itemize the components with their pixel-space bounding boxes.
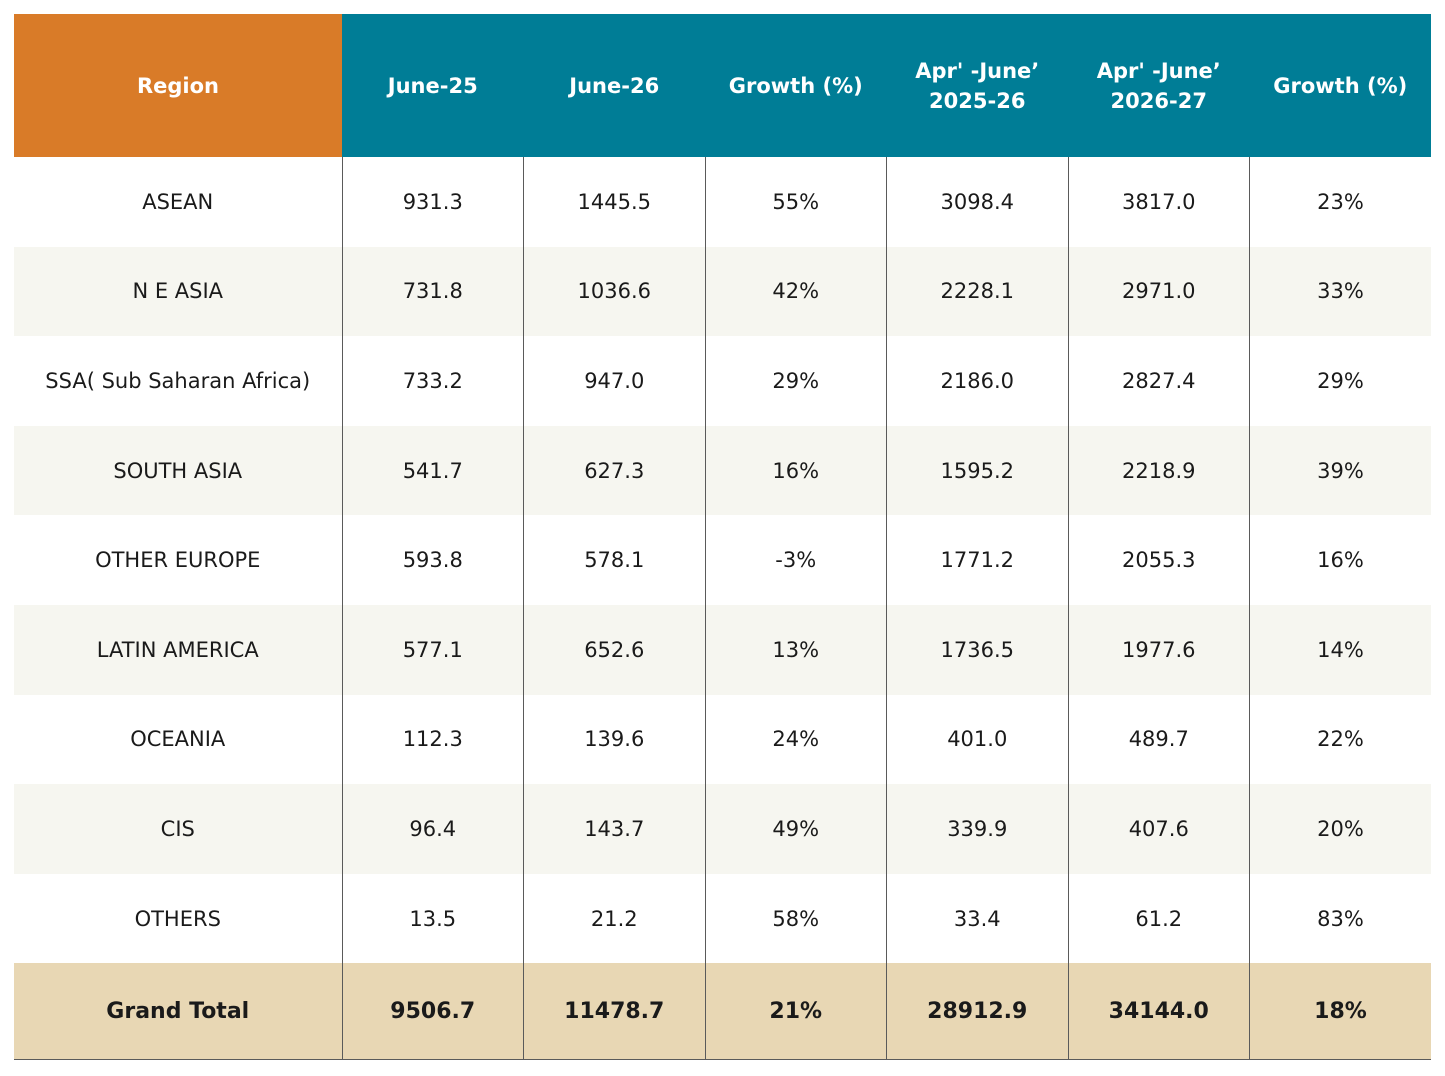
region-name-cell: OTHERS: [14, 873, 343, 964]
table-cell: 3098.4: [886, 157, 1069, 247]
region-name-cell: LATIN AMERICA: [14, 604, 343, 695]
table-cell: 401.0: [886, 694, 1069, 785]
table-cell: 49%: [704, 784, 887, 874]
table-cell: 96.4: [341, 784, 524, 874]
total-cell: 28912.9: [886, 963, 1069, 1060]
header-region: Region: [14, 14, 342, 157]
table-cell: 13.5: [341, 873, 524, 964]
table-cell: 2228.1: [886, 246, 1069, 337]
table-cell: 489.7: [1067, 694, 1250, 785]
region-name-cell: N E ASIA: [14, 246, 343, 337]
table-cell: 16%: [1249, 515, 1431, 605]
total-cell: 34144.0: [1067, 963, 1250, 1060]
table-cell: 143.7: [523, 784, 706, 874]
table-cell: 2971.0: [1067, 246, 1250, 337]
region-name-cell: ASEAN: [14, 157, 343, 247]
table-cell: 947.0: [523, 336, 706, 426]
header-apr-june-2026-27: Apr' -June’ 2026-27: [1068, 14, 1250, 157]
header-june-26: June-26: [523, 14, 705, 157]
table-cell: 23%: [1249, 157, 1431, 247]
table-cell: 2827.4: [1067, 336, 1250, 426]
header-apr-june-2025-26: Apr' -June’ 2025-26: [886, 14, 1068, 157]
table-cell: 593.8: [341, 515, 524, 605]
table-row: LATIN AMERICA 577.1 652.6 13% 1736.5 1977.6 14…: [14, 604, 1431, 695]
table-cell: 55%: [704, 157, 887, 247]
table-cell: 33%: [1249, 246, 1431, 337]
table-row: OTHER EUROPE 593.8 578.1 -3% 1771.2 2055.3 16%: [14, 515, 1431, 605]
table-row: SSA( Sub Saharan Africa) 733.2 947.0 29% 218…: [14, 336, 1431, 426]
table-cell: 1977.6: [1067, 604, 1250, 695]
total-cell: 9506.7: [341, 963, 524, 1060]
table-cell: 29%: [1249, 336, 1431, 426]
table-cell: 407.6: [1067, 784, 1250, 874]
region-name-cell: SOUTH ASIA: [14, 425, 343, 516]
table-row: SOUTH ASIA 541.7 627.3 16% 1595.2 2218.9 39%: [14, 425, 1431, 516]
table-cell: 652.6: [523, 604, 706, 695]
table-cell: 22%: [1249, 694, 1431, 785]
table-row: OCEANIA 112.3 139.6 24% 401.0 489.7 22%: [14, 694, 1431, 785]
table-cell: -3%: [704, 515, 887, 605]
table-cell: 83%: [1249, 873, 1431, 964]
region-name-cell: SSA( Sub Saharan Africa): [14, 336, 343, 426]
region-name-cell: OTHER EUROPE: [14, 515, 343, 605]
total-cell: 11478.7: [523, 963, 706, 1060]
region-data-table: Region June-25 June-26 Growth (%) Apr' -…: [14, 14, 1431, 1060]
region-name-cell: CIS: [14, 784, 343, 874]
header-growth-cumulative: Growth (%): [1249, 14, 1431, 157]
table-cell: 2186.0: [886, 336, 1069, 426]
table-cell: 578.1: [523, 515, 706, 605]
table-row: OTHERS 13.5 21.2 58% 33.4 61.2 83%: [14, 873, 1431, 964]
table-cell: 339.9: [886, 784, 1069, 874]
table-cell: 3817.0: [1067, 157, 1250, 247]
table-cell: 33.4: [886, 873, 1069, 964]
table-cell: 39%: [1249, 425, 1431, 516]
table-cell: 24%: [704, 694, 887, 785]
table-cell: 42%: [704, 246, 887, 337]
table-cell: 21.2: [523, 873, 706, 964]
table-body: ASEAN 931.3 1445.5 55% 3098.4 3817.0 23% N E AS…: [14, 157, 1431, 964]
table-cell: 1595.2: [886, 425, 1069, 516]
table-header-row: Region June-25 June-26 Growth (%) Apr' -…: [14, 14, 1431, 157]
table-cell: 731.8: [341, 246, 524, 337]
table-cell: 1036.6: [523, 246, 706, 337]
table-cell: 1736.5: [886, 604, 1069, 695]
table-cell: 29%: [704, 336, 887, 426]
table-row: ASEAN 931.3 1445.5 55% 3098.4 3817.0 23%: [14, 157, 1431, 247]
total-cell: 18%: [1249, 963, 1431, 1060]
total-cell: 21%: [704, 963, 887, 1060]
table-cell: 733.2: [341, 336, 524, 426]
table-cell: 2055.3: [1067, 515, 1250, 605]
region-name-cell: OCEANIA: [14, 694, 343, 785]
table-cell: 1771.2: [886, 515, 1069, 605]
table-cell: 112.3: [341, 694, 524, 785]
table-row: N E ASIA 731.8 1036.6 42% 2228.1 2971.0 33%: [14, 246, 1431, 337]
header-june-25: June-25: [342, 14, 524, 157]
table-cell: 20%: [1249, 784, 1431, 874]
table-cell: 541.7: [341, 425, 524, 516]
table-cell: 61.2: [1067, 873, 1250, 964]
table-cell: 2218.9: [1067, 425, 1250, 516]
total-label: Grand Total: [14, 963, 343, 1060]
table-cell: 58%: [704, 873, 887, 964]
table-cell: 1445.5: [523, 157, 706, 247]
table-cell: 16%: [704, 425, 887, 516]
table-row: CIS 96.4 143.7 49% 339.9 407.6 20%: [14, 784, 1431, 874]
header-growth-monthly: Growth (%): [705, 14, 887, 157]
table-cell: 139.6: [523, 694, 706, 785]
table-cell: 14%: [1249, 604, 1431, 695]
table-cell: 931.3: [341, 157, 524, 247]
table-cell: 577.1: [341, 604, 524, 695]
grand-total-row: Grand Total 9506.7 11478.7 21% 28912.9 3…: [14, 963, 1431, 1060]
table-cell: 627.3: [523, 425, 706, 516]
table-cell: 13%: [704, 604, 887, 695]
